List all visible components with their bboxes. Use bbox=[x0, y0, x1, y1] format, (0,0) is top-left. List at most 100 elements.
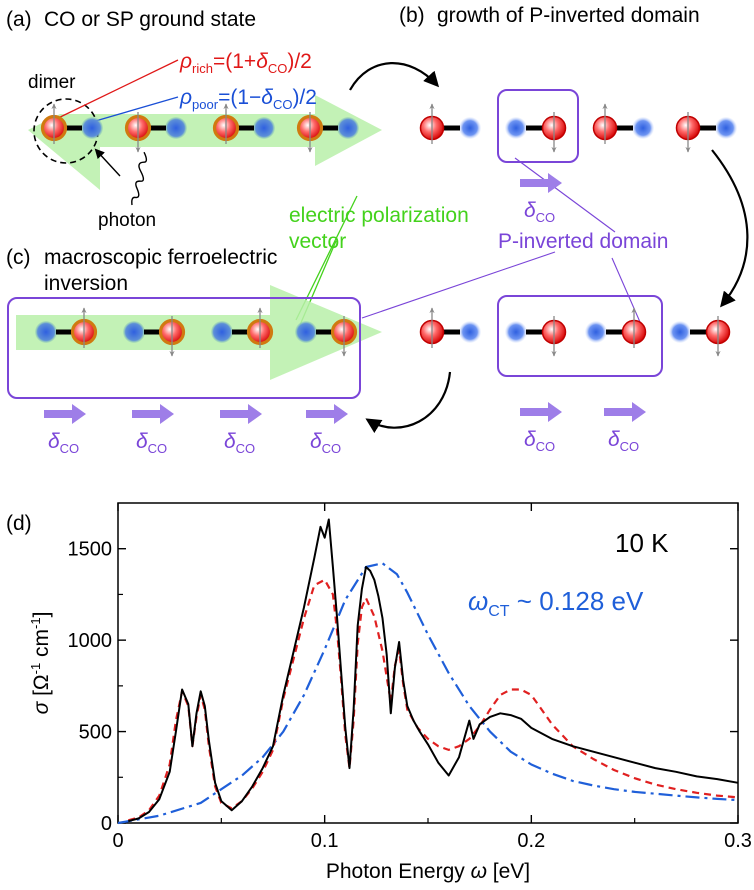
panel-c: (c) macroscopic ferroelectric inversion … bbox=[6, 173, 731, 456]
panel-b: (b) growth of P-inverted domain bbox=[399, 4, 737, 163]
charge-poor-site bbox=[337, 117, 359, 139]
dimer-molecule bbox=[419, 103, 481, 144]
panel-d: (d) 0 0.1 0.2 0.3 0 500 1000 1500 10 K ωCT ~ 0.… bbox=[6, 502, 752, 883]
dimer-molecule bbox=[669, 316, 731, 357]
y-tick-label: 1500 bbox=[68, 539, 113, 561]
dimer-molecule bbox=[295, 316, 358, 357]
charge-poor-site bbox=[253, 117, 275, 139]
x-tick-label: 0.2 bbox=[517, 830, 545, 852]
charge-poor-site bbox=[459, 117, 481, 139]
panel-c-title-line1: macroscopic ferroelectric bbox=[44, 246, 277, 269]
panel-c-tag: (c) bbox=[6, 246, 31, 269]
charge-poor-site bbox=[81, 117, 103, 139]
series-dashed-line bbox=[128, 578, 739, 822]
charge-poor-site bbox=[459, 321, 481, 343]
series-solid-line bbox=[128, 518, 739, 823]
delta-co-arrow: δCO bbox=[604, 402, 646, 454]
series-dashdot-line bbox=[117, 562, 739, 825]
delta-co-label: δCO bbox=[310, 430, 341, 456]
y-tick-label: 1000 bbox=[68, 630, 113, 652]
delta-co-arrow: δCO bbox=[132, 404, 174, 456]
delta-arrow-icon bbox=[306, 404, 348, 424]
charge-poor-site bbox=[505, 321, 527, 343]
p-domain-pointer-c bbox=[361, 251, 556, 319]
x-axis-label: Photon Energy ω [eV] bbox=[326, 860, 530, 883]
panel-d-tag: (d) bbox=[6, 512, 32, 535]
delta-arrow-icon bbox=[44, 404, 86, 424]
charge-poor-site bbox=[585, 321, 607, 343]
delta-co-label: δCO bbox=[136, 430, 167, 456]
photon-label: photon bbox=[98, 210, 156, 231]
dimer-molecule bbox=[505, 112, 567, 153]
delta-arrow-icon bbox=[220, 404, 262, 424]
x-tick-label: 0.1 bbox=[311, 830, 339, 852]
charge-poor-site bbox=[165, 117, 187, 139]
y-tick-label: 0 bbox=[101, 813, 112, 835]
x-tick-label: 0.3 bbox=[724, 830, 752, 852]
dimer-label: dimer bbox=[28, 72, 76, 93]
charge-poor-site bbox=[715, 117, 737, 139]
dimer-molecule bbox=[35, 307, 98, 348]
photon-arrow-icon bbox=[94, 148, 121, 177]
x-tick-label: 0 bbox=[112, 830, 123, 852]
annotation-temp: 10 K bbox=[615, 528, 669, 558]
charge-poor-site bbox=[211, 321, 233, 343]
panel-a-title: CO or SP ground state bbox=[44, 8, 256, 31]
arrow-b-down bbox=[711, 149, 749, 308]
charge-poor-site bbox=[505, 117, 527, 139]
dimer-molecule bbox=[296, 112, 359, 153]
charge-poor-site bbox=[295, 321, 317, 343]
polarization-label-line1: electric polarization bbox=[289, 204, 469, 227]
delta-arrow-icon bbox=[520, 402, 562, 422]
molecule-row-b2 bbox=[419, 307, 731, 357]
delta-co-arrow: δCO bbox=[44, 404, 86, 456]
molecule-row-a bbox=[40, 103, 359, 153]
p-domain-pointer-b2 bbox=[611, 257, 641, 323]
dimer-molecule bbox=[592, 103, 654, 144]
delta-arrow-icon bbox=[604, 402, 646, 422]
axis-ticks: 0 0.1 0.2 0.3 0 500 1000 1500 bbox=[68, 503, 752, 852]
dimer-molecule bbox=[505, 316, 567, 357]
delta-co-arrow: δCO bbox=[306, 404, 348, 456]
charge-poor-site bbox=[632, 117, 654, 139]
delta-arrow-icon bbox=[132, 404, 174, 424]
rho-rich-label: ρrich=(1+δCO)/2 bbox=[179, 50, 312, 76]
panel-a-tag: (a) bbox=[6, 8, 32, 31]
panel-c-title-line2: inversion bbox=[44, 272, 128, 295]
p-inverted-domain-box-b bbox=[497, 89, 579, 163]
panel-b-title: growth of P-inverted domain bbox=[437, 4, 700, 27]
delta-co-label: δCO bbox=[524, 428, 555, 454]
delta-co-label: δCO bbox=[48, 430, 79, 456]
p-inverted-domain-box-c bbox=[7, 297, 361, 399]
polarization-pointer-a bbox=[295, 195, 358, 321]
molecule-row-b bbox=[419, 103, 737, 153]
delta-arrow-icon bbox=[520, 173, 562, 193]
annotation-omega-ct: ωCT ~ 0.128 eV bbox=[468, 586, 644, 620]
delta-co-arrow: δCO bbox=[520, 402, 562, 454]
y-axis-label: σ [Ω-1 cm-1] bbox=[28, 612, 53, 715]
delta-co-label: δCO bbox=[608, 428, 639, 454]
photon-wave-icon bbox=[131, 151, 148, 206]
arrow-b2-to-c bbox=[365, 371, 452, 434]
rho-poor-line bbox=[91, 96, 179, 123]
delta-arrows: δCO δCO δCO δCO δCO δCO δCO bbox=[44, 173, 646, 456]
charge-poor-site bbox=[669, 321, 691, 343]
dimer-molecule bbox=[123, 316, 186, 357]
polarization-arrow-a bbox=[28, 95, 382, 190]
arrow-a-to-b bbox=[349, 62, 440, 91]
chart-series bbox=[117, 518, 739, 825]
p-inverted-domain-box-b2 bbox=[497, 295, 663, 377]
charge-poor-site bbox=[35, 321, 57, 343]
molecule-row-c bbox=[35, 307, 358, 357]
dimer-molecule bbox=[585, 307, 647, 348]
dimer-molecule bbox=[40, 103, 103, 144]
p-inverted-domain-label: P-inverted domain bbox=[498, 230, 668, 253]
dimer-molecule bbox=[124, 112, 187, 153]
delta-co-arrow: δCO bbox=[220, 404, 262, 456]
polarization-arrow-c bbox=[16, 285, 382, 380]
p-domain-pointer-b bbox=[514, 157, 616, 233]
dimer-molecule bbox=[211, 307, 274, 348]
panel-a: (a) CO or SP ground state dimer ρrich=(1… bbox=[6, 8, 382, 231]
dimer-molecule bbox=[675, 112, 737, 153]
